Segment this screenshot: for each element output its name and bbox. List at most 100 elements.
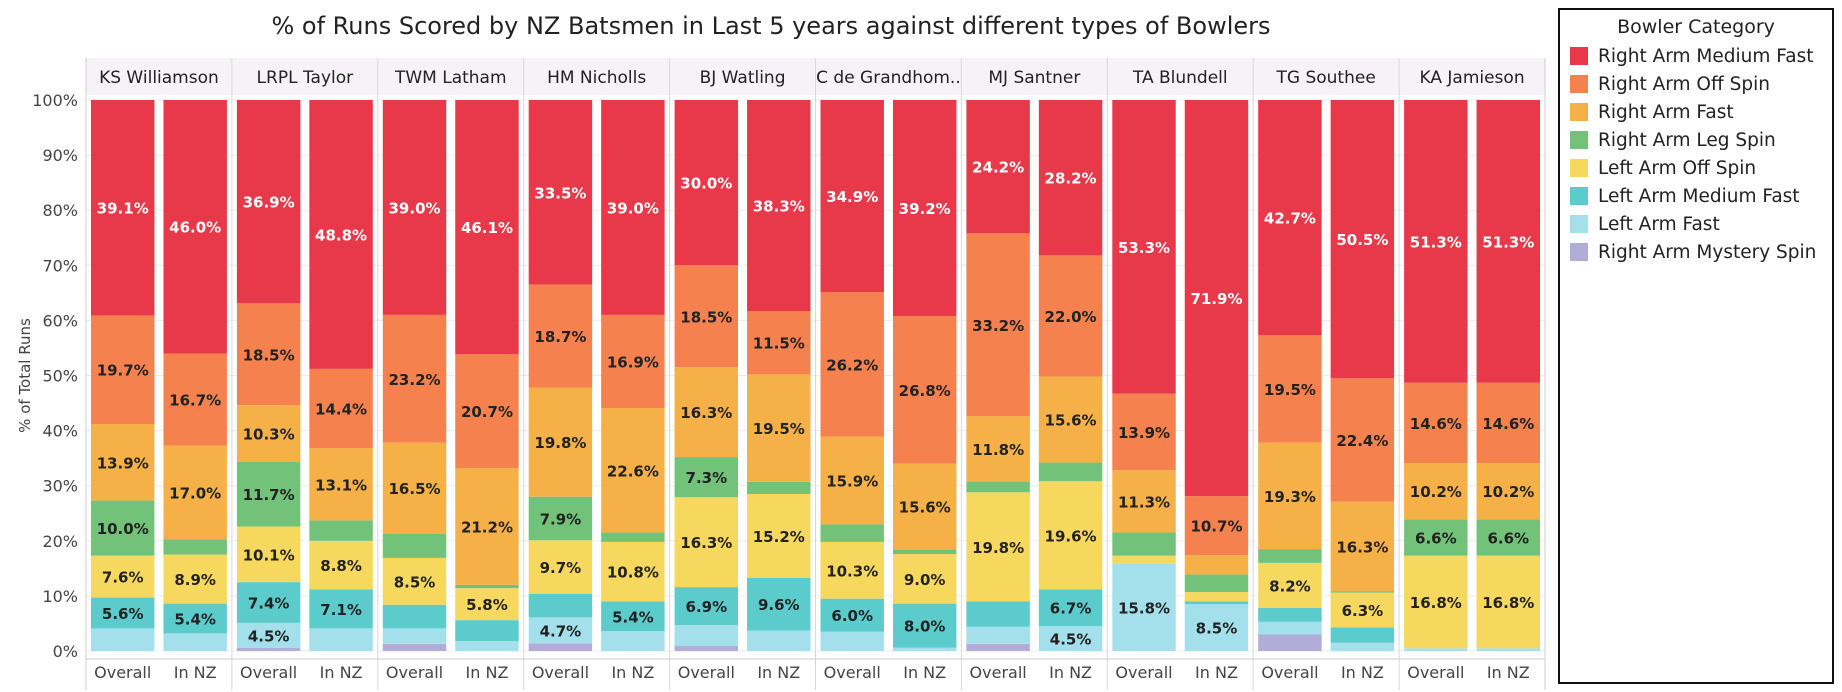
bar-segment-label: 51.3%: [1410, 233, 1462, 251]
bar-segment-label: 8.9%: [174, 571, 216, 589]
bar-segment-label: 10.3%: [243, 426, 295, 444]
bar-segment: [1404, 648, 1468, 651]
x-tick-label: In NZ: [320, 663, 363, 682]
bar-segment: [91, 500, 155, 556]
bar-segment: [1184, 592, 1249, 602]
bar-segment: [674, 265, 739, 368]
bar-segment-label: 6.3%: [1342, 602, 1384, 620]
bar-segment: [455, 620, 519, 642]
bar-segment: [1404, 382, 1468, 464]
panel-header-5: C de Grandhom..: [816, 68, 961, 88]
bar-segment: [382, 557, 447, 605]
bar-segment: [892, 549, 957, 555]
bar-segment-label: 5.8%: [466, 596, 508, 614]
x-tick-label: In NZ: [1487, 663, 1530, 682]
bar-segment: [1112, 470, 1176, 533]
bar-segment: [1112, 100, 1176, 394]
bar-segment: [1038, 100, 1103, 256]
bar-segment: [966, 481, 1030, 493]
bar-segment-label: 6.9%: [686, 598, 728, 616]
bar-segment-label: 23.2%: [389, 371, 441, 389]
bar-segment-label: 42.7%: [1264, 210, 1316, 228]
bar-segment: [91, 423, 155, 501]
bar-segment-label: 8.2%: [1269, 577, 1311, 595]
bar-segment: [1038, 626, 1103, 651]
bar-segment-label: 16.8%: [1410, 594, 1462, 612]
bar-segment-label: 15.6%: [1045, 412, 1097, 430]
bar-segment: [91, 100, 155, 316]
bar-segment-label: 9.6%: [758, 596, 800, 614]
bar-segment: [1476, 463, 1540, 520]
bar-segment: [1404, 100, 1468, 383]
legend-item: Right Arm Off Spin: [1560, 70, 1832, 98]
bar-segment: [674, 646, 739, 651]
y-tick-label: 10%: [42, 587, 78, 606]
bar-segment-label: 10.7%: [1190, 518, 1242, 536]
bar-segment-label: 6.6%: [1415, 529, 1457, 547]
bar-segment: [820, 541, 884, 599]
legend-item: Right Arm Leg Spin: [1560, 126, 1832, 154]
bar-segment-label: 19.5%: [753, 420, 805, 438]
bar-segment: [674, 457, 739, 498]
legend-swatch: [1570, 215, 1588, 233]
bar-segment-label: 6.0%: [831, 607, 873, 625]
bar-segment: [674, 100, 739, 266]
bar-segment: [747, 100, 811, 312]
bar-segment: [820, 524, 884, 542]
bar-segment-label: 16.3%: [1336, 539, 1388, 557]
bar-segment: [892, 100, 957, 316]
bar-segment: [1184, 604, 1249, 651]
bar-segment-label: 15.6%: [899, 499, 951, 517]
bar-segment-label: 8.0%: [904, 618, 946, 636]
bar-segment-label: 16.7%: [169, 391, 221, 409]
bar-segment-label: 19.7%: [97, 362, 149, 380]
bar-segment-label: 18.5%: [680, 308, 732, 326]
bar-segment-label: 26.2%: [826, 356, 878, 374]
bar-segment: [1258, 549, 1322, 563]
bar-segment-label: 20.7%: [461, 403, 513, 421]
bar-segment-label: 5.6%: [102, 605, 144, 623]
bar-segment-label: 38.3%: [753, 198, 805, 216]
bar-segment: [1184, 496, 1249, 556]
bar-segment: [674, 625, 739, 647]
bar-segment-label: 14.4%: [315, 401, 367, 419]
bar-segment: [236, 462, 301, 527]
bar-segment: [747, 481, 811, 494]
bar-segment: [528, 617, 593, 644]
legend-item: Left Arm Off Spin: [1560, 154, 1832, 182]
legend-swatch: [1570, 131, 1588, 149]
bar-segment-label: 39.0%: [607, 199, 659, 217]
bar-segment: [1112, 393, 1176, 471]
bar-segment-label: 13.9%: [1118, 424, 1170, 442]
bar-segment: [1330, 642, 1395, 651]
x-tick-label: Overall: [386, 663, 443, 682]
bar-segment: [1258, 442, 1322, 550]
bar-segment-label: 22.0%: [1045, 308, 1097, 326]
panel-header-0: KS Williamson: [99, 68, 219, 88]
bar-segment-label: 39.1%: [97, 200, 149, 218]
bar-segment-label: 39.0%: [389, 199, 441, 217]
bar-segment: [1258, 621, 1322, 635]
bar-segment-label: 4.5%: [1050, 631, 1092, 649]
bar-segment: [236, 526, 301, 583]
bar-segment: [455, 100, 519, 355]
bar-segment-label: 26.8%: [899, 382, 951, 400]
bar-segment-label: 6.7%: [1050, 600, 1092, 618]
bar-segment: [382, 643, 447, 651]
bar-segment-label: 53.3%: [1118, 239, 1170, 257]
bar-segment: [1476, 648, 1540, 651]
legend-label: Left Arm Fast: [1598, 213, 1720, 235]
bar-segment: [1330, 378, 1395, 502]
bar-segment: [820, 598, 884, 632]
bar-segment: [892, 647, 957, 651]
bar-segment: [747, 311, 811, 375]
panel-header-6: MJ Santner: [988, 68, 1080, 88]
bar-segment: [1476, 100, 1540, 383]
bar-segment-label: 24.2%: [972, 159, 1024, 177]
bar-segment: [91, 555, 155, 598]
bar-segment: [455, 588, 519, 621]
panel-header-8: TG Southee: [1276, 68, 1376, 88]
bar-segment: [601, 408, 665, 533]
bar-segment: [236, 582, 301, 623]
bar-segment: [601, 631, 665, 651]
